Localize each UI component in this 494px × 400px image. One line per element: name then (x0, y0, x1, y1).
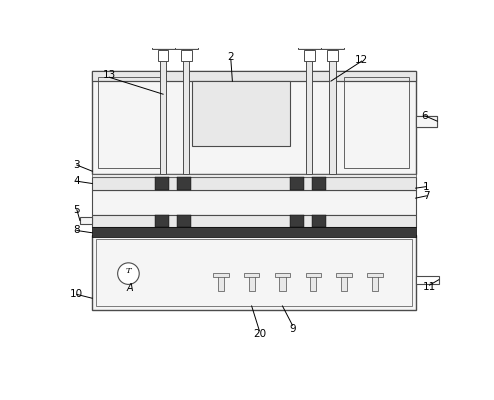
Text: 5: 5 (74, 205, 80, 215)
Bar (415, 116, 437, 126)
Bar (275, 273, 290, 277)
Text: 12: 12 (355, 54, 369, 64)
Text: 3: 3 (74, 160, 80, 170)
Bar (177, 177, 191, 190)
Text: A: A (126, 283, 133, 293)
Bar (183, 43, 189, 174)
Bar (213, 273, 229, 277)
Text: 1: 1 (423, 182, 430, 192)
Text: T: T (125, 267, 131, 275)
Bar (244, 273, 259, 277)
Bar (279, 274, 286, 290)
Bar (306, 43, 313, 174)
Bar (304, 50, 315, 61)
Text: 2: 2 (228, 52, 234, 62)
Bar (415, 276, 439, 284)
Bar (92, 190, 415, 215)
Bar (372, 274, 378, 290)
Bar (298, 43, 321, 49)
Bar (158, 50, 168, 61)
Bar (92, 228, 415, 237)
Text: 13: 13 (103, 70, 116, 80)
Text: 10: 10 (70, 290, 83, 299)
Bar (290, 215, 304, 228)
Bar (336, 273, 352, 277)
Bar (156, 177, 169, 190)
Text: 11: 11 (423, 282, 436, 292)
Bar (177, 215, 191, 228)
Text: 7: 7 (423, 191, 430, 201)
Text: 4: 4 (74, 176, 80, 186)
Bar (329, 43, 335, 174)
Bar (192, 81, 290, 146)
Bar (152, 43, 175, 49)
Bar (310, 274, 316, 290)
Bar (248, 274, 255, 290)
Text: 20: 20 (253, 330, 266, 340)
Bar (218, 274, 224, 290)
Bar (341, 274, 347, 290)
Bar (92, 174, 415, 177)
Bar (175, 43, 198, 49)
Bar (321, 43, 344, 49)
Bar (92, 235, 415, 310)
Bar (181, 50, 192, 61)
Bar (327, 50, 338, 61)
Bar (80, 217, 92, 224)
Bar (290, 177, 304, 190)
Bar (92, 177, 415, 190)
Bar (305, 273, 321, 277)
Bar (92, 71, 415, 174)
Bar (98, 77, 164, 168)
Bar (160, 43, 166, 174)
Bar (92, 71, 415, 81)
Circle shape (118, 263, 139, 284)
Text: 6: 6 (421, 111, 428, 121)
Text: 8: 8 (74, 226, 80, 236)
Bar (312, 215, 326, 228)
Bar (312, 177, 326, 190)
Text: 9: 9 (289, 324, 296, 334)
Bar (344, 77, 410, 168)
Bar (156, 215, 169, 228)
Bar (92, 215, 415, 228)
Bar (367, 273, 382, 277)
Bar (96, 239, 412, 306)
